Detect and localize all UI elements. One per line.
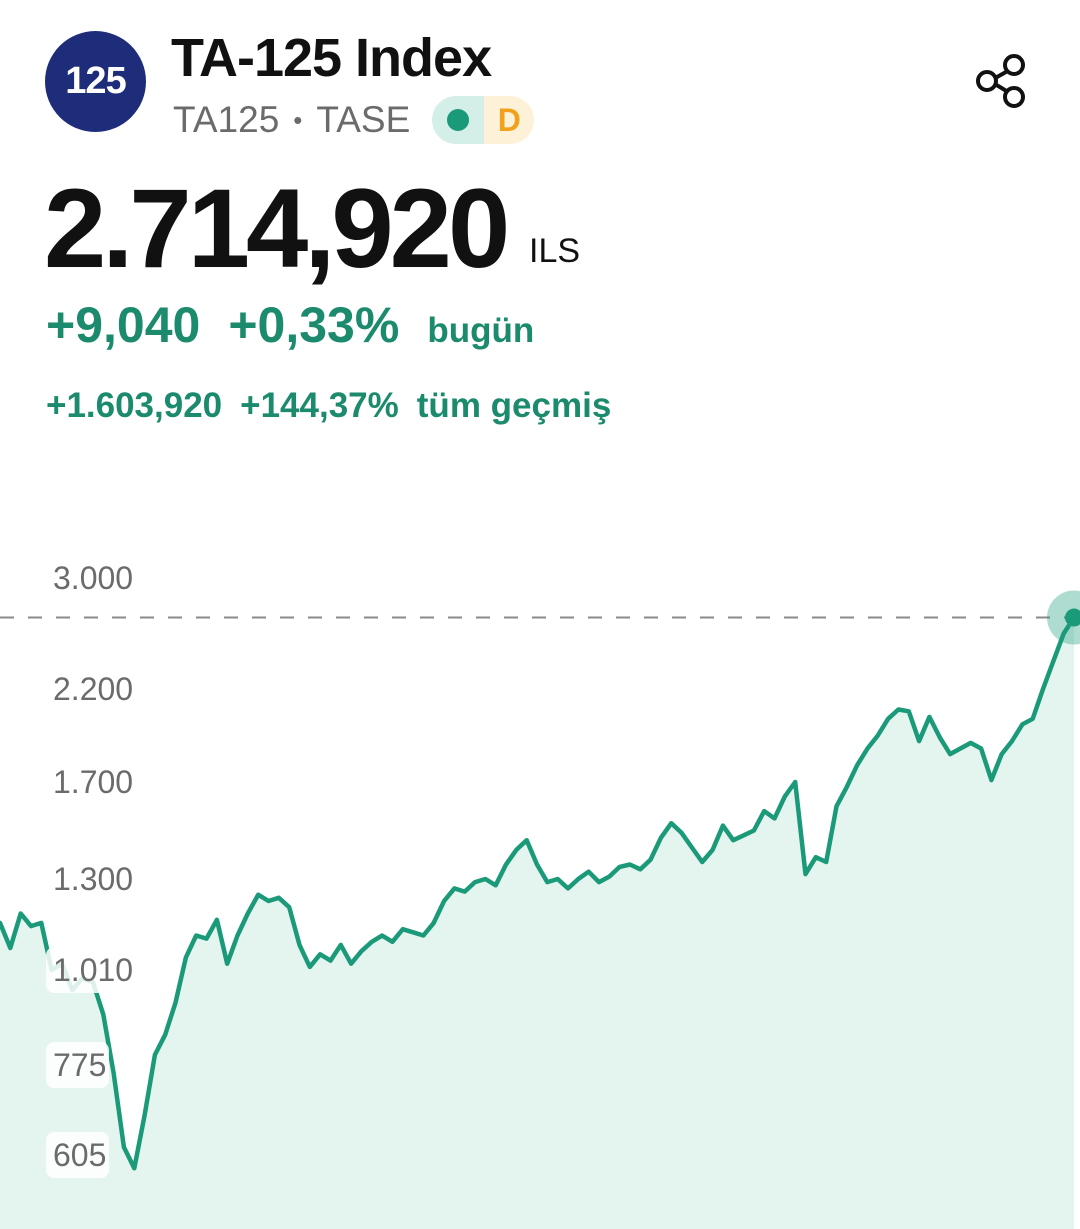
share-button[interactable]	[970, 50, 1032, 112]
today-change: +9,040 +0,33% bugün	[46, 296, 534, 358]
today-change-value: +9,040	[46, 297, 201, 353]
y-tick-text: 775	[53, 1047, 106, 1083]
today-change-percent: +0,33%	[228, 297, 400, 353]
alltime-label: tüm geçmiş	[416, 386, 612, 425]
logo-text: 125	[65, 60, 126, 102]
y-tick-text: 1.010	[53, 952, 133, 988]
y-tick-label-bg	[46, 947, 143, 993]
currency-label: ILS	[529, 232, 581, 270]
market-status-badge[interactable]: D	[432, 96, 535, 144]
alltime-change-percent: +144,37%	[240, 386, 399, 425]
series-line	[0, 615, 1077, 1171]
y-tick-label: 1.700	[46, 759, 143, 805]
y-tick-text: 1.300	[53, 861, 133, 897]
y-tick-label-bg	[46, 1042, 109, 1088]
page-title: TA-125 Index	[171, 28, 492, 88]
y-tick-label-bg	[46, 759, 143, 805]
market-open-indicator	[432, 96, 485, 144]
y-tick-label-bg	[46, 856, 143, 902]
live-dot-icon	[447, 109, 470, 131]
delayed-badge: D	[484, 96, 535, 144]
y-tick-label: 3.000	[46, 555, 143, 601]
y-tick-label-bg	[46, 1132, 109, 1178]
current-point-halo	[1047, 590, 1080, 645]
y-tick-text: 1.700	[53, 764, 133, 800]
chart-area-fill	[0, 617, 1074, 1229]
separator-dot-icon: •	[293, 104, 303, 135]
today-label: bugün	[427, 311, 535, 350]
alltime-change-value: +1.603,920	[46, 386, 223, 425]
share-icon	[976, 54, 1025, 108]
y-tick-label-bg	[46, 666, 143, 712]
index-logo: 125	[45, 31, 146, 132]
y-tick-label: 605	[46, 1132, 109, 1178]
current-point[interactable]	[1065, 608, 1080, 627]
alltime-change: +1.603,920 +144,37% tüm geçmiş	[46, 386, 629, 432]
y-tick-label: 1.300	[46, 856, 143, 902]
y-tick-text: 605	[53, 1137, 106, 1173]
exchange: TASE	[316, 99, 411, 140]
symbol-line: TA125 • TASE D	[173, 96, 535, 144]
y-tick-label: 775	[46, 1042, 109, 1088]
y-tick-text: 2.200	[53, 671, 133, 707]
current-price: 2.714,920	[44, 166, 510, 291]
symbol: TA125	[173, 99, 280, 140]
y-tick-text: 3.000	[53, 560, 133, 596]
y-tick-label: 2.200	[46, 666, 143, 712]
y-tick-label: 1.010	[46, 947, 143, 993]
y-tick-label-bg	[46, 555, 143, 601]
